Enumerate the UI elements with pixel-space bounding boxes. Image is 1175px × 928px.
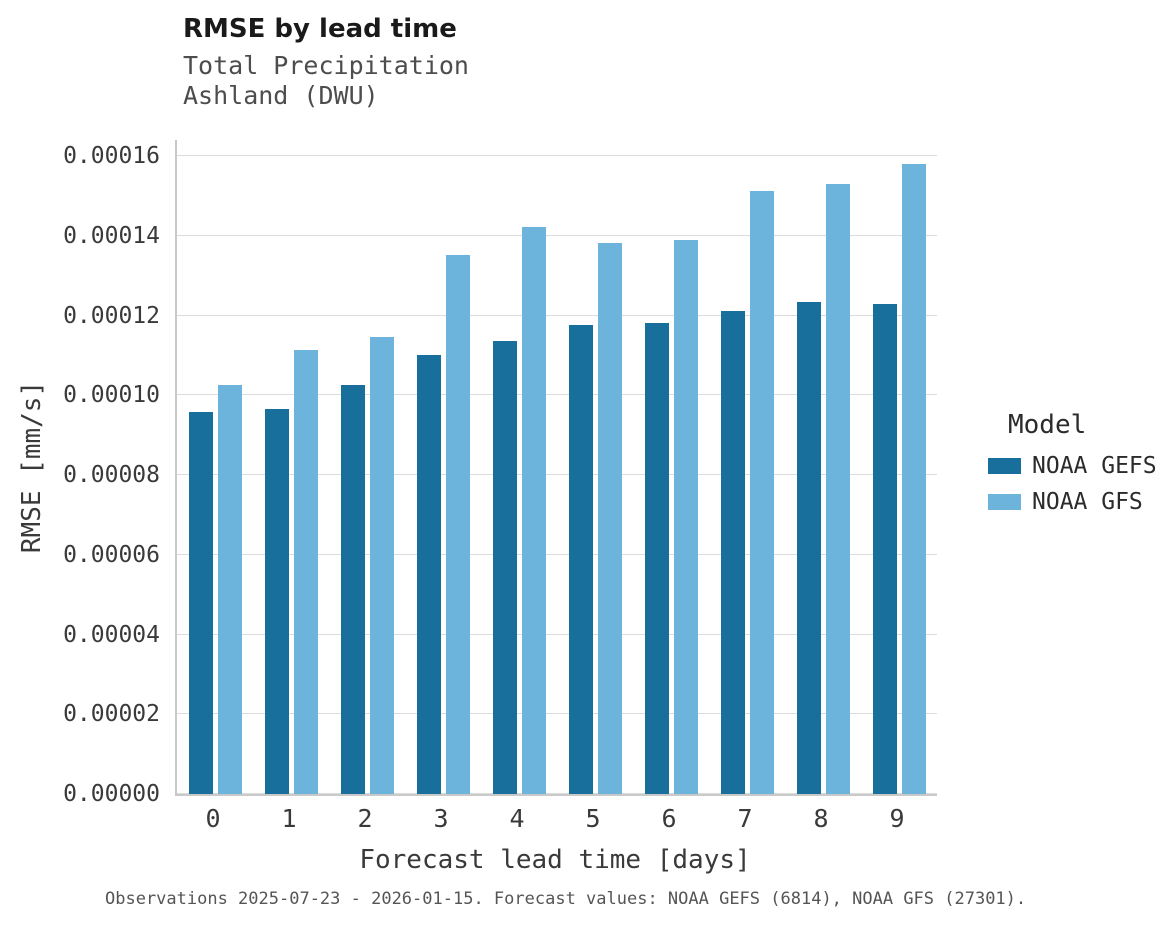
x-tick-label: 6 — [661, 804, 677, 833]
bar-group — [633, 140, 709, 794]
bar — [673, 239, 698, 794]
plot-area — [175, 140, 937, 796]
y-tick-label: 0.00004 — [63, 621, 160, 648]
bar — [340, 384, 365, 794]
x-tick-label: 5 — [585, 804, 601, 833]
x-tick-label: 9 — [889, 804, 905, 833]
title-block: RMSE by lead time Total Precipitation As… — [183, 14, 469, 111]
bar-group — [177, 140, 253, 794]
gridline — [177, 474, 937, 475]
y-tick-label: 0.00002 — [63, 701, 160, 728]
bar-group — [481, 140, 557, 794]
x-tick-label: 8 — [813, 804, 829, 833]
legend-item: NOAA GFS — [988, 488, 1157, 516]
y-tick-label: 0.00012 — [63, 302, 160, 329]
x-tick-label: 2 — [357, 804, 373, 833]
y-tick-label: 0.00008 — [63, 462, 160, 488]
bar — [369, 337, 394, 794]
x-tick-label: 4 — [509, 804, 525, 833]
bar-group — [253, 140, 329, 794]
legend-item: NOAA GEFS — [988, 452, 1157, 480]
bar — [796, 301, 821, 794]
y-tick-label: 0.00016 — [63, 143, 160, 169]
bar — [568, 325, 593, 794]
bar-group — [785, 140, 861, 794]
bar — [445, 255, 470, 794]
gridline — [177, 155, 937, 156]
bar — [264, 408, 289, 794]
bar — [188, 412, 213, 794]
y-axis-tick-labels: 0.00000 0.00002 0.00004 0.00006 0.00008 0.000… — [0, 140, 160, 807]
bar — [872, 304, 897, 794]
chart-title: RMSE by lead time — [183, 14, 457, 44]
legend: Model NOAA GEFS NOAA GFS — [988, 410, 1157, 524]
x-axis-tick-labels: 0 1 2 3 4 5 6 7 8 9 — [175, 804, 935, 833]
bar-group — [709, 140, 785, 794]
x-tick-label: 0 — [205, 804, 221, 833]
bar — [901, 163, 926, 794]
bar-series — [177, 140, 937, 794]
gridline — [177, 713, 937, 715]
y-tick-label: 0.00006 — [63, 541, 160, 568]
bar — [749, 191, 774, 794]
bar — [644, 323, 669, 794]
legend-items: NOAA GEFS NOAA GFS — [988, 452, 1157, 516]
chart-subtitle-station: Ashland (DWU) — [183, 81, 379, 110]
legend-title: Model — [1008, 410, 1087, 440]
gridline — [177, 394, 937, 396]
bar — [597, 242, 622, 794]
bar-group — [329, 140, 405, 794]
legend-swatch — [988, 458, 1021, 474]
bar — [521, 227, 546, 794]
bar-group — [861, 140, 937, 794]
bar — [825, 183, 850, 794]
y-tick-label: 0.00014 — [63, 222, 160, 249]
bar-group — [557, 140, 633, 794]
bar — [416, 355, 441, 794]
legend-swatch — [988, 494, 1021, 510]
x-axis-label: Forecast lead time [days] — [359, 845, 751, 875]
legend-label: NOAA GEFS — [1032, 453, 1157, 479]
gridline — [177, 793, 937, 794]
bar — [492, 341, 517, 794]
x-tick-label: 7 — [737, 804, 753, 833]
y-tick-label: 0.00010 — [63, 382, 160, 409]
legend-label: NOAA GFS — [1032, 489, 1143, 515]
x-tick-label: 1 — [281, 804, 297, 833]
gridline — [177, 553, 937, 555]
gridline — [177, 314, 937, 316]
y-tick-label: 0.00000 — [63, 781, 160, 807]
gridline — [177, 234, 937, 236]
chart-subtitle-variable: Total Precipitation — [183, 51, 469, 80]
bar — [293, 350, 318, 794]
bar — [720, 311, 745, 794]
caption: Observations 2025-07-23 - 2026-01-15. Fo… — [105, 889, 1027, 909]
x-tick-label: 3 — [433, 804, 449, 833]
bar — [217, 384, 242, 794]
bar-group — [405, 140, 481, 794]
gridline — [177, 633, 937, 635]
